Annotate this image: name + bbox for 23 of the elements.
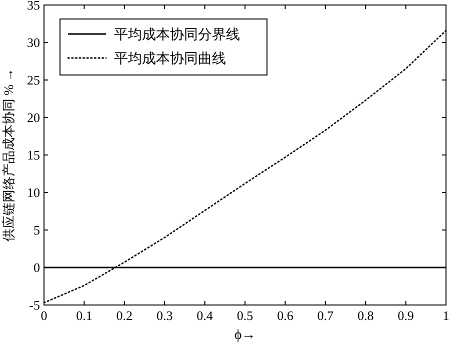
x-tick-label: 0.3 (156, 308, 173, 323)
x-tick-label: 0.5 (236, 308, 254, 323)
legend-label: 平均成本协同曲线 (114, 51, 226, 67)
x-tick-label: 0.8 (357, 308, 374, 323)
y-tick-label: 35 (27, 0, 40, 12)
x-tick-label: 0.2 (116, 308, 133, 323)
y-tick-label: 0 (34, 260, 40, 275)
y-axis-title: 供应链网络产品成本协同 % → (1, 68, 16, 242)
y-tick-label: 10 (27, 185, 40, 200)
x-tick-label: 0.1 (76, 308, 92, 323)
x-tick-label: 0.9 (398, 308, 414, 323)
y-tick-label: -5 (29, 298, 40, 312)
x-tick-label: 1 (442, 308, 450, 323)
y-tick-label: 5 (34, 222, 40, 238)
y-tick-label: 20 (27, 110, 40, 125)
y-tick-label: 30 (27, 35, 40, 50)
legend-label: 平均成本协同分界线 (114, 27, 240, 43)
x-axis-title: ϕ→ (234, 328, 256, 343)
x-tick-label: 0.7 (317, 308, 334, 323)
x-tick-label: 0.4 (196, 308, 214, 323)
y-tick-label: 15 (27, 148, 40, 162)
y-tick-label: 25 (27, 72, 40, 88)
x-tick-label: 0.6 (277, 308, 294, 323)
